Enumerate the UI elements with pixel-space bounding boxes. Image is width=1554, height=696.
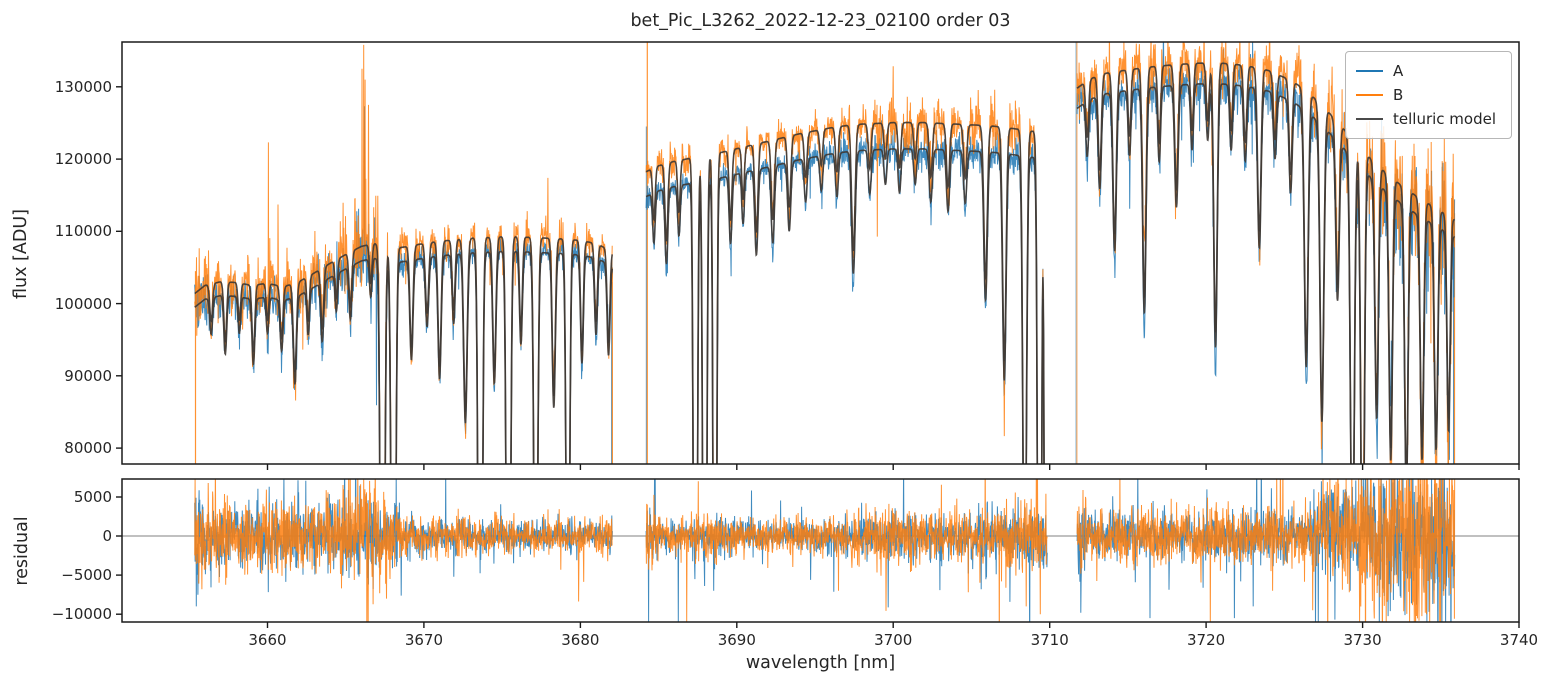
legend: A B telluric model xyxy=(1345,51,1512,139)
x-tick-label: 3710 xyxy=(1030,631,1069,649)
flux-tick-label: 90000 xyxy=(64,366,112,385)
flux-tick-label: 130000 xyxy=(54,77,112,96)
residual-axis-label: residual xyxy=(12,516,32,586)
residual-tick-label: 5000 xyxy=(73,487,112,506)
legend-swatch-telluric xyxy=(1356,118,1383,120)
legend-label-a: A xyxy=(1393,62,1404,80)
x-tick-label: 3690 xyxy=(717,631,756,649)
x-axis-label: wavelength [nm] xyxy=(745,653,896,673)
x-tick-label: 3680 xyxy=(561,631,600,649)
residual-tick-label: −5000 xyxy=(61,566,112,585)
legend-item-a: A xyxy=(1356,59,1501,83)
flux-tick-label: 80000 xyxy=(64,439,112,458)
residual-tick-label: 0 xyxy=(102,527,112,546)
x-tick-label: 3720 xyxy=(1187,631,1226,649)
x-tick-label: 3730 xyxy=(1343,631,1382,649)
legend-label-b: B xyxy=(1393,86,1404,104)
x-tick-label: 3670 xyxy=(404,631,444,649)
legend-label-telluric: telluric model xyxy=(1393,110,1497,128)
legend-item-b: B xyxy=(1356,83,1501,107)
chart-title: bet_Pic_L3262_2022-12-23_02100 order 03 xyxy=(630,11,1011,31)
flux-tick-label: 120000 xyxy=(54,150,112,169)
flux-axis-label: flux [ADU] xyxy=(11,209,31,299)
legend-item-telluric-model: telluric model xyxy=(1356,107,1501,131)
flux-tick-label: 110000 xyxy=(54,222,112,241)
legend-swatch-a xyxy=(1356,70,1383,72)
x-tick-label: 3700 xyxy=(874,631,913,649)
x-tick-label: 3740 xyxy=(1499,631,1539,649)
legend-swatch-b xyxy=(1356,94,1383,96)
flux-tick-label: 100000 xyxy=(54,294,112,313)
x-tick-label: 3660 xyxy=(248,631,287,649)
residual-tick-label: −10000 xyxy=(51,605,112,624)
